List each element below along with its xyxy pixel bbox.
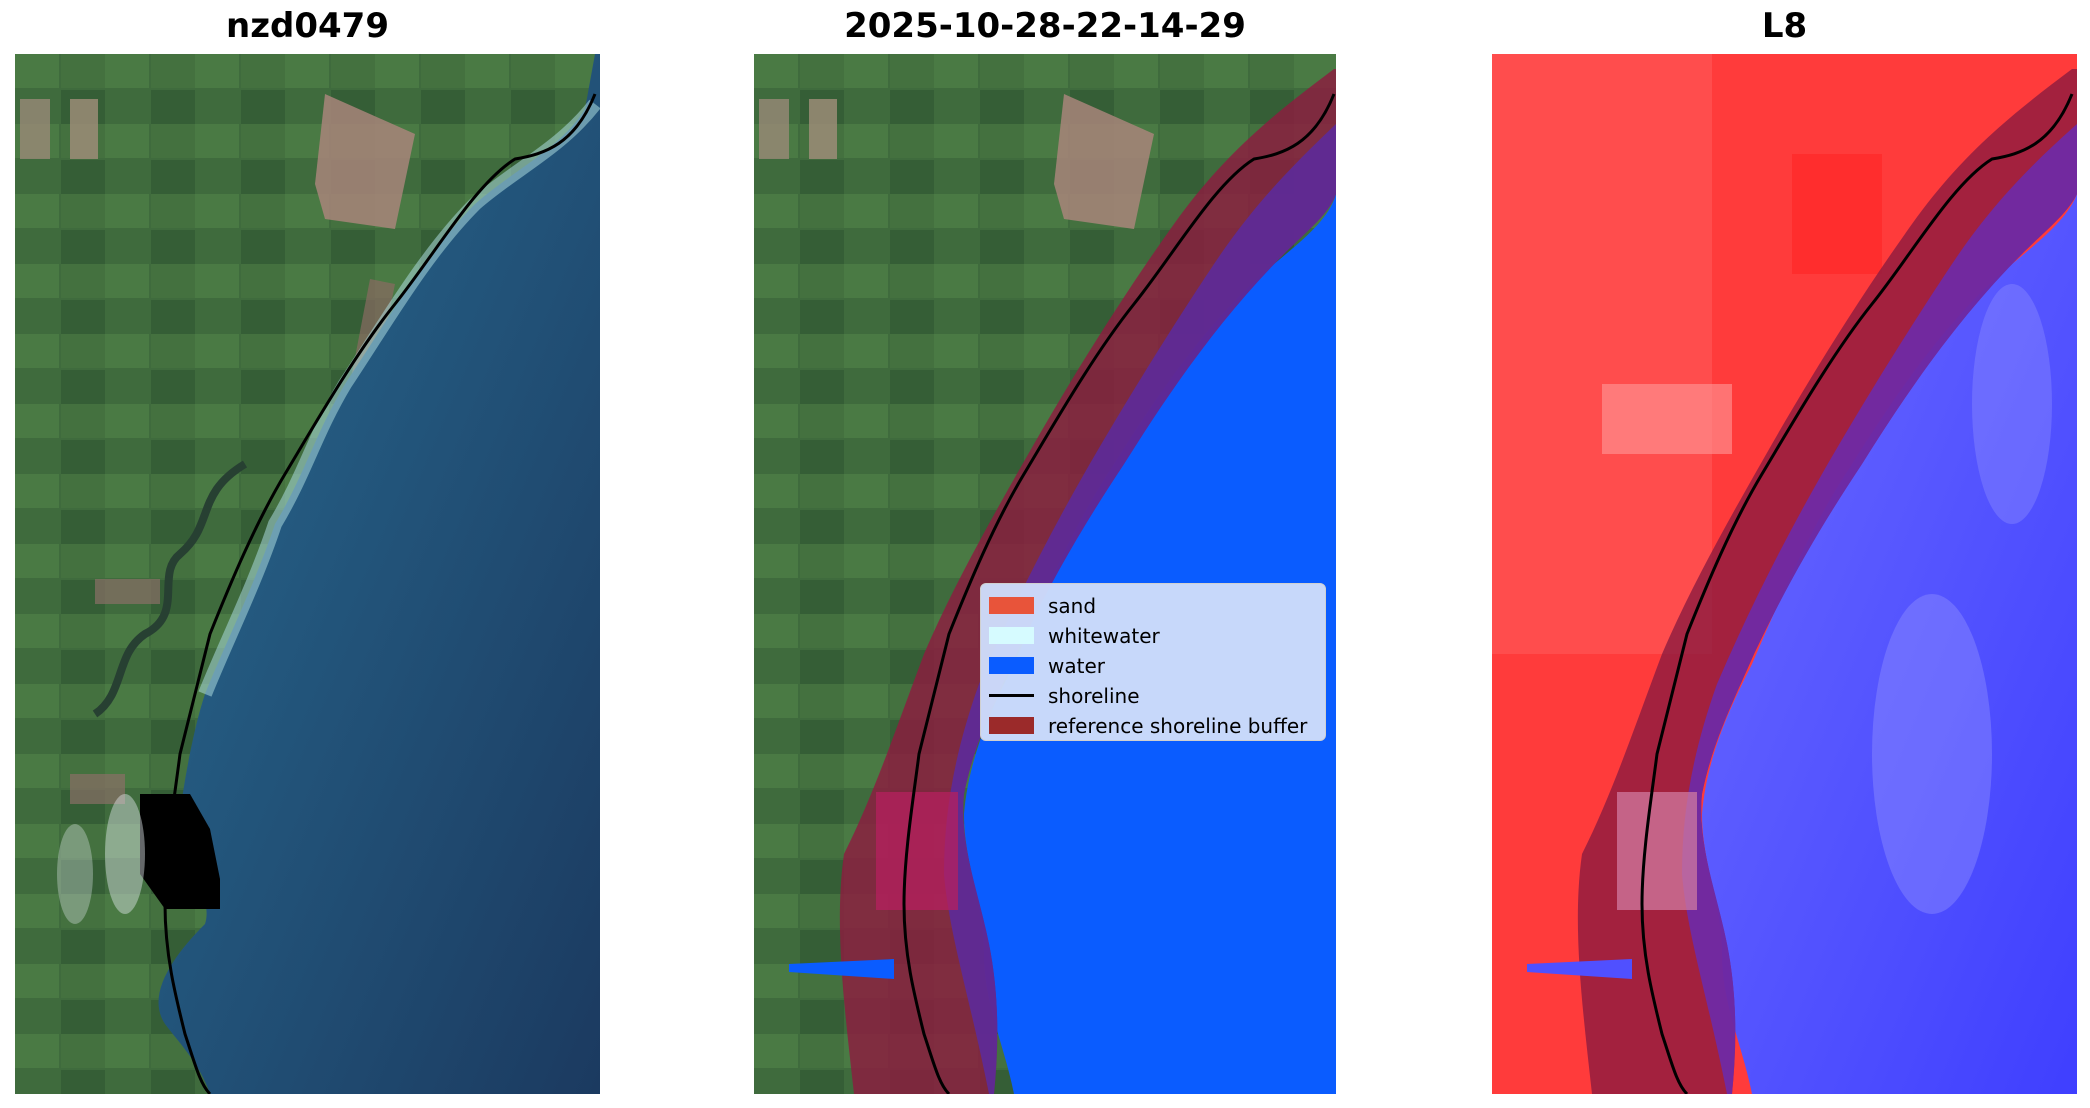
rgb-image-panel xyxy=(15,54,600,1094)
legend-item-shoreline: shoreline xyxy=(981,680,1325,710)
classification-image xyxy=(754,54,1336,1094)
shoreline-line xyxy=(1640,93,2074,1094)
panel-title-image-id: nzd0479 xyxy=(226,6,389,46)
whitewater-swatch xyxy=(989,627,1034,644)
legend-label: whitewater xyxy=(1048,624,1160,648)
legend-item-whitewater: whitewater xyxy=(981,620,1325,650)
legend-item-water: water xyxy=(981,650,1325,680)
legend-label: water xyxy=(1048,654,1105,678)
shoreline-line-swatch xyxy=(989,694,1034,697)
l8-index-panel xyxy=(1492,54,2077,1094)
sand-swatch xyxy=(989,597,1034,614)
shoreline-line xyxy=(902,93,1336,1094)
legend-label: sand xyxy=(1048,594,1097,618)
legend: sand whitewater water shoreline referenc… xyxy=(980,583,1326,741)
nodata-patch xyxy=(140,794,220,909)
legend-item-reference-buffer: reference shoreline buffer xyxy=(981,710,1325,740)
l8-index-image xyxy=(1492,54,2077,1094)
legend-label: shoreline xyxy=(1048,684,1140,708)
panel-title-satellite: L8 xyxy=(1761,6,1808,46)
shoreline-line xyxy=(163,93,597,1094)
legend-item-sand: sand xyxy=(981,590,1325,620)
legend-label: reference shoreline buffer xyxy=(1048,714,1308,738)
classification-panel xyxy=(754,54,1336,1094)
buffer-swatch xyxy=(989,717,1034,734)
panel-title-date: 2025-10-28-22-14-29 xyxy=(844,6,1246,46)
rgb-image xyxy=(15,54,600,1094)
water-swatch xyxy=(989,657,1034,674)
